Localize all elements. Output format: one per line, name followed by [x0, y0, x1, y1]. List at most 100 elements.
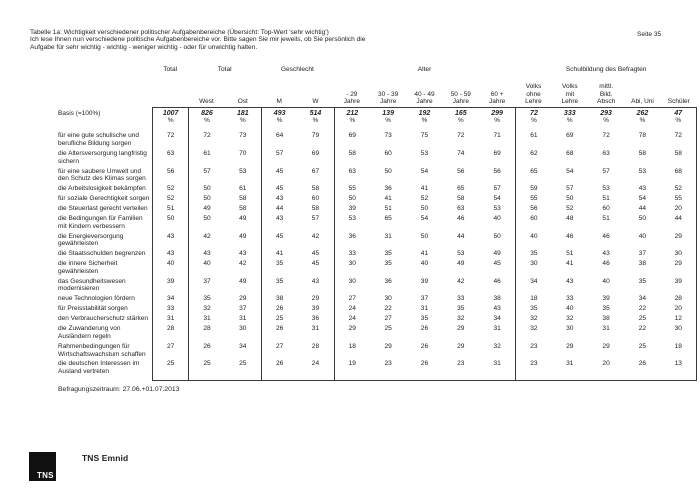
value-cell: 49	[239, 277, 247, 285]
value-cell: 60	[515, 212, 551, 231]
value-cell: 57	[311, 215, 320, 223]
value-cell: 27	[333, 292, 370, 303]
column-subheader: West	[199, 97, 214, 105]
basis-cell: 139%	[370, 108, 406, 125]
table-row: den Verbraucherschutz stärken 31 31 31 25 36 2…	[58, 312, 699, 323]
basis-value: 826	[201, 109, 213, 117]
value-cell: 31	[311, 325, 320, 333]
value-cell: 61	[239, 185, 247, 193]
row-values: 52 50 58 43 60 50 41 52 58 54 55 50 51 54 55	[152, 192, 697, 203]
table-row: neue Technologien fördern 34 35 29 38 29 27 30 3…	[58, 292, 699, 303]
spacer-row	[58, 125, 699, 130]
value-cell: 67	[311, 167, 320, 175]
row-label: für eine gute schulische und berufliche …	[58, 132, 139, 147]
row-label: die Bedingungen für Familien mit Kindern…	[58, 215, 143, 230]
row-label: für eine saubere Umwelt und den Schutz d…	[58, 167, 146, 183]
value-cell: 32	[493, 342, 501, 350]
value-cell: 58	[239, 195, 247, 203]
value-cell: 42	[311, 232, 320, 240]
value-cell: 37	[638, 250, 647, 258]
value-cell: 29	[661, 257, 697, 276]
value-cell: 40	[188, 257, 224, 276]
value-cell: 62	[515, 147, 551, 166]
value-cell: 25	[260, 312, 297, 323]
value-cell: 22	[638, 325, 647, 333]
basis-cell: 826%	[188, 108, 224, 125]
row-values: 34 35 29 38 29 27 30 37 33 38 18 33 39 34 28	[152, 292, 697, 303]
value-cell: 44	[638, 205, 647, 213]
table-row: die Zuwanderung von Ausländern regeln 28 2…	[58, 322, 699, 341]
value-cell: 51	[384, 205, 392, 213]
row-values: 63 61 70 57 69 58 60 53 74 69 62 68 63 58 58	[152, 147, 697, 166]
value-cell: 31	[493, 360, 501, 368]
value-cell: 53	[239, 167, 247, 175]
value-cell: 46	[602, 260, 610, 268]
row-label: die Altersversorgung langfristig sichern	[58, 149, 147, 165]
row-label: Rahmenbedingungen für Wirtschaftswachstu…	[58, 342, 146, 358]
column-subheader: Schüler	[667, 97, 690, 105]
value-cell: 45	[260, 165, 297, 183]
value-cell: 58	[333, 147, 370, 166]
value-cell: 35	[602, 305, 610, 313]
value-cell: 43	[152, 230, 188, 248]
value-cell: 37	[420, 295, 429, 303]
value-cell: 30	[515, 257, 551, 276]
value-cell: 31	[566, 360, 574, 368]
value-cell: 41	[260, 247, 297, 258]
value-cell: 52	[152, 192, 188, 203]
value-cell: 31	[188, 312, 224, 323]
percent-sign: %	[639, 117, 646, 124]
row-values: 43 43 43 41 45 33 35 41 53 49 35 51 43 37 30	[152, 247, 697, 258]
value-cell: 53	[420, 149, 429, 157]
value-cell: 52	[420, 195, 429, 203]
value-cell: 26	[260, 302, 297, 313]
row-label: neue Technologien fördern	[58, 295, 135, 303]
value-cell: 58	[311, 205, 320, 213]
basis-cell: 333%	[552, 108, 588, 125]
table-header-block: Tabelle 1a: Wichtigkeit verschiedener po…	[30, 29, 365, 51]
percent-sign: %	[457, 117, 464, 124]
column-subheader: 30 - 39 Jahre	[378, 90, 399, 105]
basis-value: 192	[418, 109, 431, 117]
value-cell: 20	[661, 202, 697, 213]
value-cell: 31	[152, 312, 188, 323]
table-title: Tabelle 1a: Wichtigkeit verschiedener po…	[30, 29, 329, 36]
row-label: die Zuwanderung von Ausländern regeln	[58, 325, 121, 340]
value-cell: 55	[333, 182, 370, 193]
value-cell: 24	[311, 360, 320, 368]
row-label: die Staatsschulden begrenzen	[58, 250, 146, 258]
row-values: 40 40 42 35 45 30 35 40 49 45 30 41 46 38 29	[152, 257, 697, 276]
value-cell: 31	[602, 325, 610, 333]
value-cell: 40	[566, 305, 574, 313]
value-cell: 25	[188, 358, 224, 380]
value-cell: 31	[493, 325, 501, 333]
value-cell: 29	[384, 342, 392, 350]
row-label: für soziale Gerechtigkeit sorgen	[58, 195, 150, 203]
value-cell: 45	[311, 260, 320, 268]
value-cell: 32	[457, 315, 465, 323]
data-table: Basis (=100%) 1007% 826% 181% 493% 514% 212% 13…	[58, 107, 699, 381]
value-cell: 49	[188, 202, 224, 213]
value-cell: 49	[493, 250, 501, 258]
basis-label: Basis (=100%)	[58, 110, 101, 117]
value-cell: 40	[515, 230, 551, 248]
value-cell: 35	[515, 302, 551, 313]
percent-sign: %	[204, 117, 210, 124]
value-cell: 30	[661, 247, 697, 258]
row-values: 25 25 25 26 24 19 23 26 23 31 23 31 20 26 13	[152, 358, 697, 381]
value-cell: 49	[239, 232, 247, 240]
value-cell: 26	[188, 340, 224, 359]
value-cell: 51	[602, 195, 610, 203]
value-cell: 61	[188, 147, 224, 166]
value-cell: 42	[188, 230, 224, 248]
value-cell: 54	[493, 195, 501, 203]
value-cell: 50	[188, 192, 224, 203]
value-cell: 40	[602, 277, 610, 285]
value-cell: 23	[515, 340, 551, 359]
value-cell: 69	[333, 130, 370, 148]
row-values: 72 72 73 64 79 69 73 75 72 71 61 69 72 78 72	[152, 130, 697, 148]
value-cell: 39	[311, 305, 320, 313]
value-cell: 30	[384, 295, 392, 303]
value-cell: 25	[152, 358, 188, 380]
basis-value: 293	[600, 109, 612, 117]
